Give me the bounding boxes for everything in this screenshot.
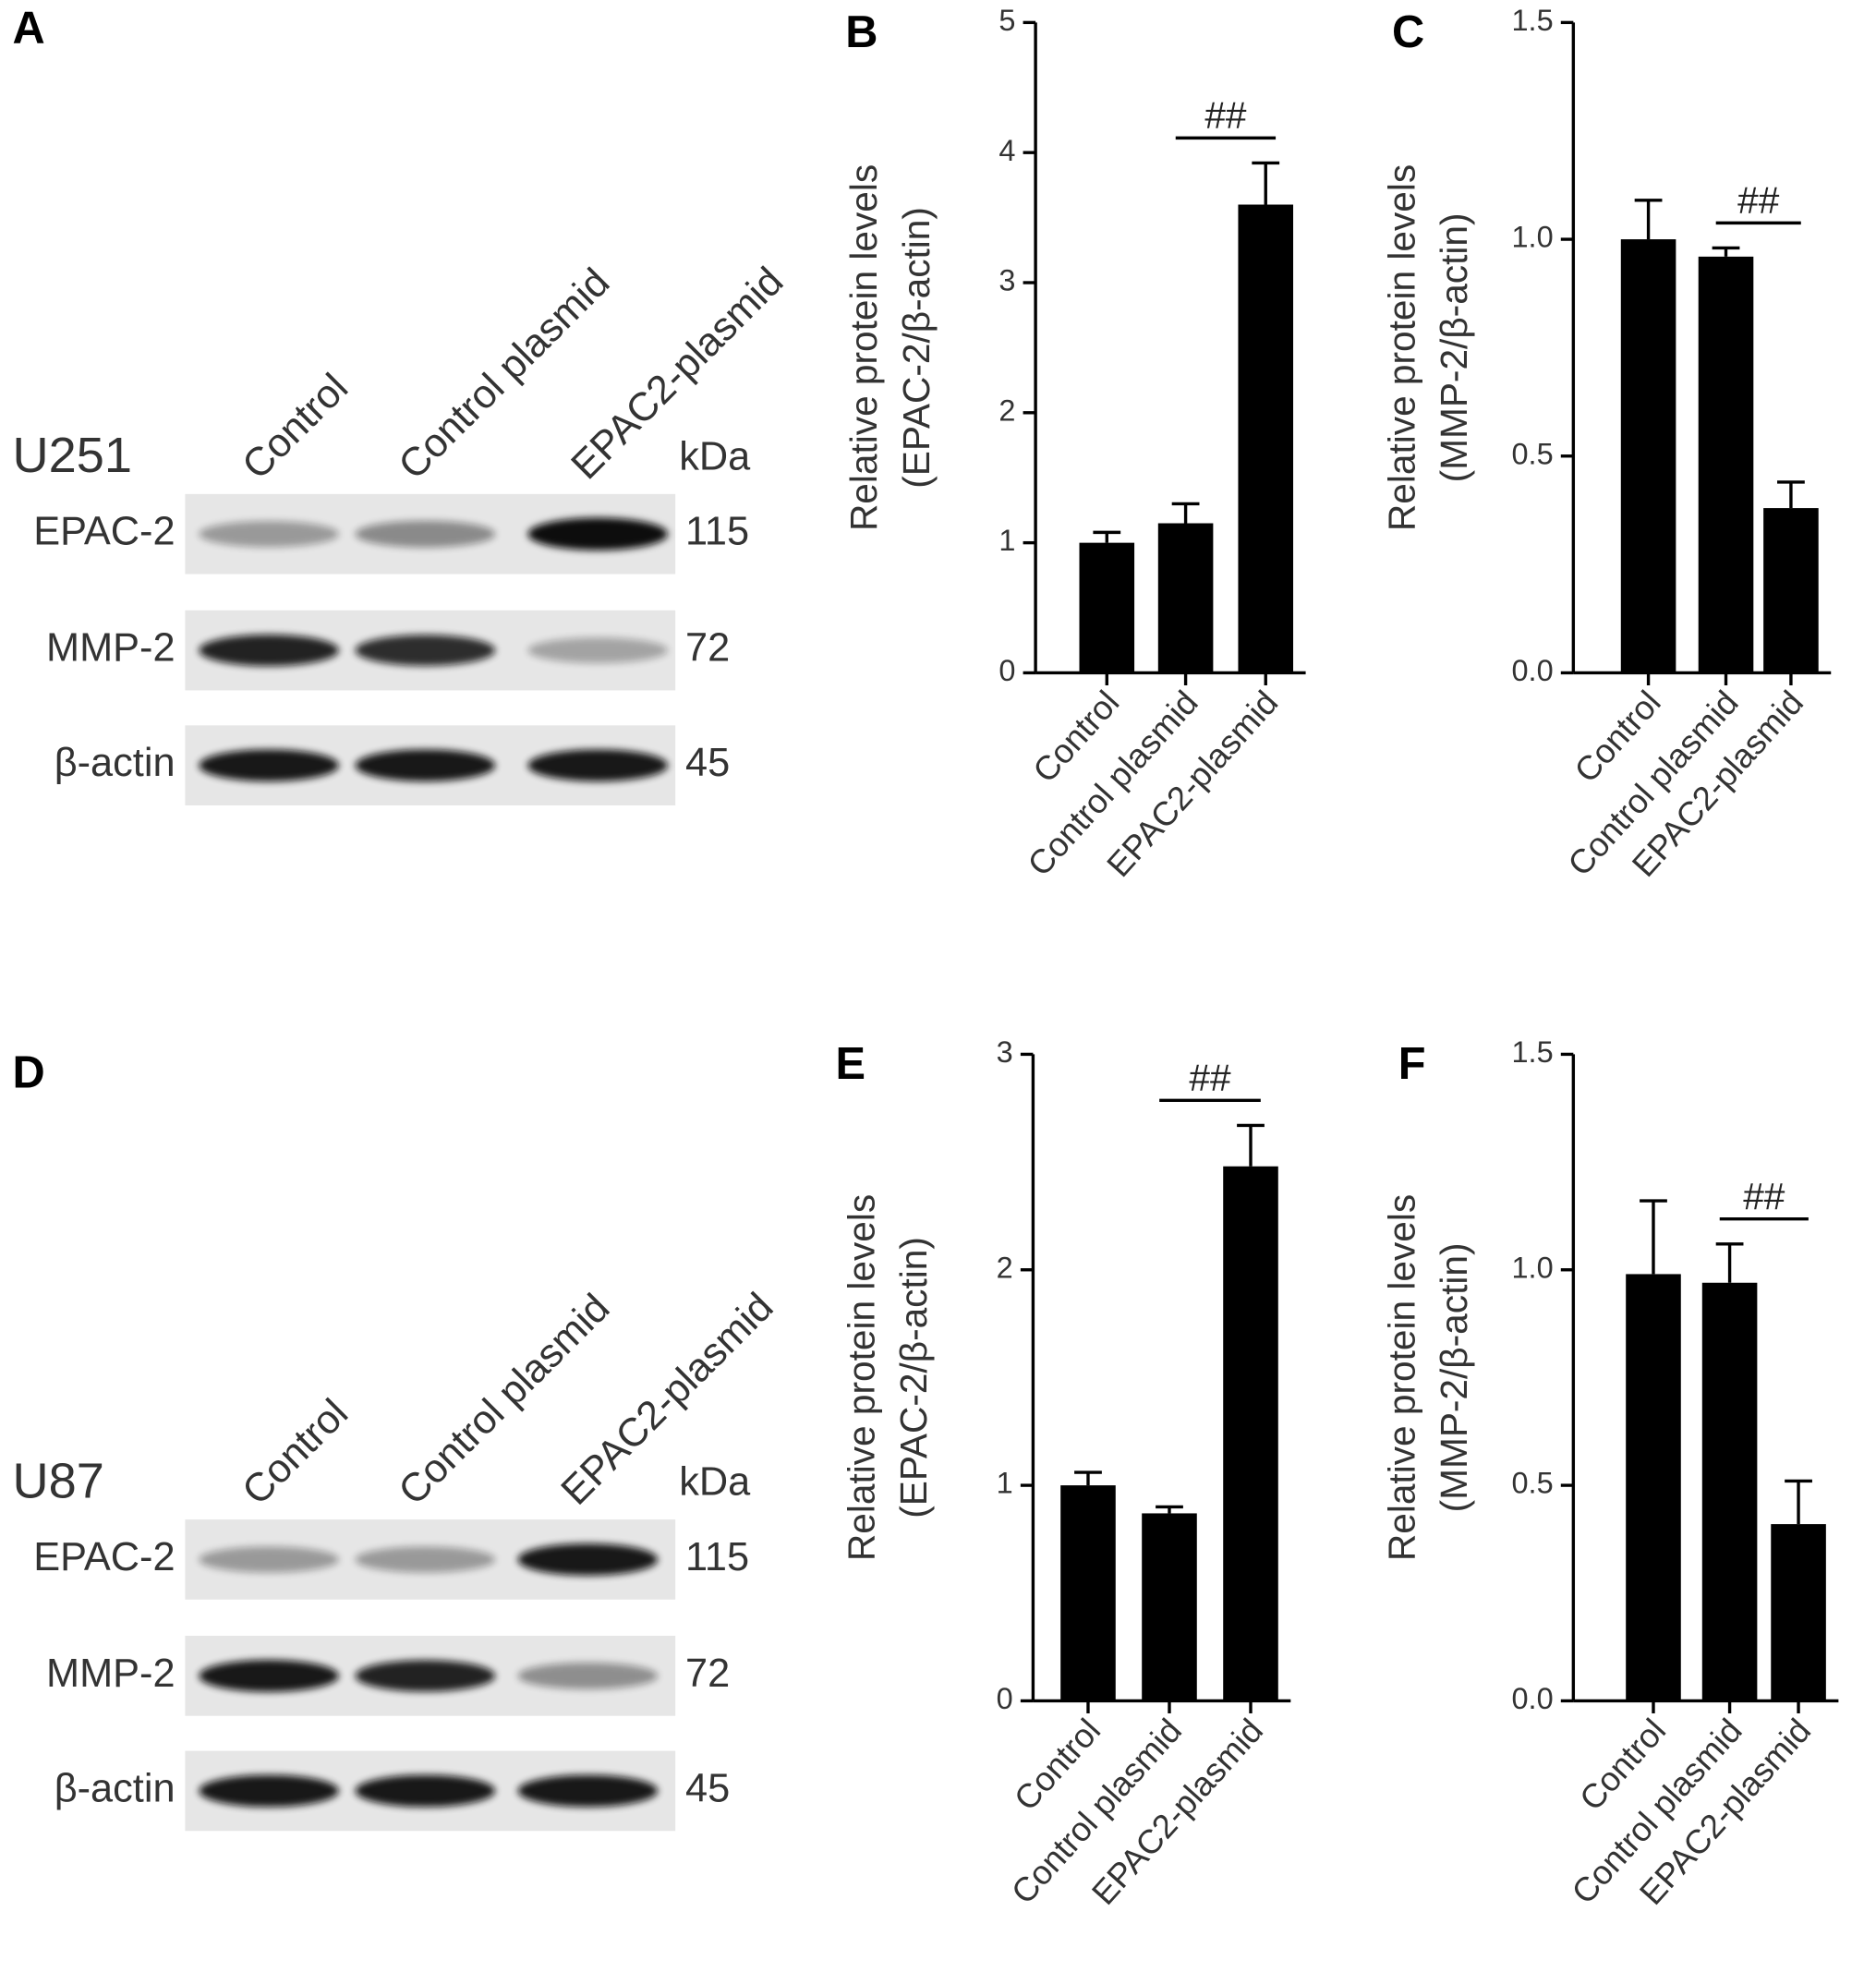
bar [1060,1485,1116,1701]
blot-band [527,637,669,663]
kda-value: 115 [685,510,749,554]
blot-band [355,749,496,781]
protein-label: EPAC-2 [33,510,175,554]
protein-label: MMP-2 [46,626,175,671]
y-tick-label: 2 [997,1251,1013,1284]
significance-label: ## [1743,1175,1785,1217]
y-axis-label: (EPAC-2/β-actin) [895,207,938,489]
panel-letter: A [13,4,45,54]
y-axis-label: (MMP-2/β-actin) [1433,1243,1475,1513]
bar [1620,239,1676,673]
panel-letter: C [1392,7,1424,57]
protein-label: MMP-2 [46,1651,175,1696]
kda-label: kDa [679,1460,751,1505]
y-tick-label: 1.5 [1511,4,1553,37]
blot-band [527,517,669,550]
blot-band [355,1546,496,1573]
panel-letter: B [845,7,877,57]
significance-label: ## [1204,93,1247,136]
y-axis-label: Relative protein levels [1380,1194,1422,1561]
kda-value: 45 [685,741,730,785]
blot-band [199,521,339,548]
bar [1771,1524,1826,1701]
lane-label: Control [234,1391,357,1514]
kda-value: 72 [685,626,730,671]
panel-letter: F [1398,1039,1426,1089]
kda-value: 72 [685,1651,730,1696]
blot-band [199,1546,339,1573]
blot-band [199,1774,339,1808]
panel-letter: E [835,1039,865,1089]
y-tick-label: 0 [999,654,1015,687]
y-tick-label: 1 [997,1467,1013,1500]
blot-band [517,1663,659,1689]
bar [1079,542,1135,673]
y-axis-label: Relative protein levels [1380,164,1422,531]
blot-band [199,635,339,667]
y-tick-label: 0.0 [1511,1682,1553,1715]
y-tick-label: 1.0 [1511,1251,1553,1284]
bar [1157,523,1214,673]
significance-label: ## [1737,178,1780,221]
y-tick-label: 4 [999,134,1015,167]
bar [1701,1282,1758,1701]
bar [1142,1513,1197,1701]
bar [1698,256,1754,673]
blot-band [355,520,496,548]
blot-band [355,635,496,666]
kda-label: kDa [679,434,751,478]
kda-value: 45 [685,1766,730,1810]
cell-line: U87 [13,1454,104,1509]
significance-label: ## [1189,1056,1231,1098]
bar [1238,204,1294,673]
bar [1763,508,1819,673]
y-tick-label: 2 [999,393,1015,427]
y-axis-label: (MMP-2/β-actin) [1433,212,1475,482]
y-tick-label: 1 [999,524,1015,557]
y-tick-label: 3 [997,1035,1013,1069]
kda-value: 115 [685,1535,749,1579]
panel-letter: D [13,1047,45,1097]
bar [1626,1274,1681,1701]
blot-band [199,1660,339,1692]
y-tick-label: 0.5 [1511,437,1553,470]
y-tick-label: 0.5 [1511,1467,1553,1500]
blot-band [527,749,669,781]
y-tick-label: 5 [999,4,1015,37]
bar [1223,1166,1278,1701]
blot-band [517,1774,659,1808]
blot-band [517,1543,659,1576]
blot-band [355,1774,496,1808]
blot-band [355,1660,496,1692]
y-axis-label: (EPAC-2/β-actin) [892,1237,935,1518]
cell-line: U251 [13,428,132,483]
protein-label: β-actin [54,741,175,785]
y-axis-label: Relative protein levels [840,1194,882,1561]
y-tick-label: 1.0 [1511,221,1553,254]
y-tick-label: 0 [997,1682,1013,1715]
lane-label: Control [234,366,357,489]
blot-band [199,749,339,781]
protein-label: EPAC-2 [33,1535,175,1579]
y-axis-label: Relative protein levels [842,164,885,531]
y-tick-label: 3 [999,264,1015,297]
y-tick-label: 0.0 [1511,654,1553,687]
protein-label: β-actin [54,1766,175,1810]
y-tick-label: 1.5 [1511,1035,1553,1069]
